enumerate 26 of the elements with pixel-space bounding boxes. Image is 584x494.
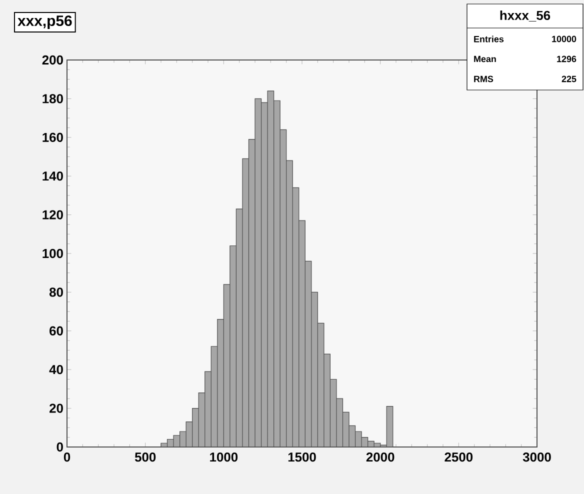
y-tick-label: 140 bbox=[42, 171, 63, 181]
annotation: RMS bbox=[474, 76, 494, 82]
y-tick-label: 40 bbox=[49, 364, 63, 374]
text: 1296 bbox=[557, 56, 576, 62]
y-tick-label: 0 bbox=[56, 442, 63, 452]
y-tick-label: 180 bbox=[42, 94, 63, 104]
x-tick-label: 500 bbox=[134, 452, 156, 462]
annotation: Mean bbox=[474, 56, 496, 62]
y-tick-label: 80 bbox=[49, 288, 63, 297]
y-tick-label: 20 bbox=[50, 404, 63, 413]
x-tick-label: 2500 bbox=[444, 452, 473, 462]
y-tick-label: 60 bbox=[50, 326, 63, 336]
text: 10000 bbox=[552, 36, 576, 42]
y-tick-label: 200 bbox=[42, 55, 63, 65]
x-tick-label: 0 bbox=[64, 452, 70, 462]
text: hxxx_56 bbox=[500, 10, 550, 22]
x-tick-label: 2000 bbox=[366, 452, 394, 462]
y-tick-label: 100 bbox=[42, 248, 63, 258]
text: 225 bbox=[562, 76, 576, 82]
y-tick-label: 160 bbox=[42, 132, 63, 142]
y-tick-label: 120 bbox=[42, 210, 63, 220]
x-tick-label: 1500 bbox=[288, 452, 316, 462]
chart-title: xxx,p56 bbox=[18, 15, 72, 30]
x-tick-label: 1000 bbox=[210, 452, 238, 462]
text: Entries bbox=[474, 36, 504, 42]
x-tick-label: 3000 bbox=[522, 452, 551, 462]
